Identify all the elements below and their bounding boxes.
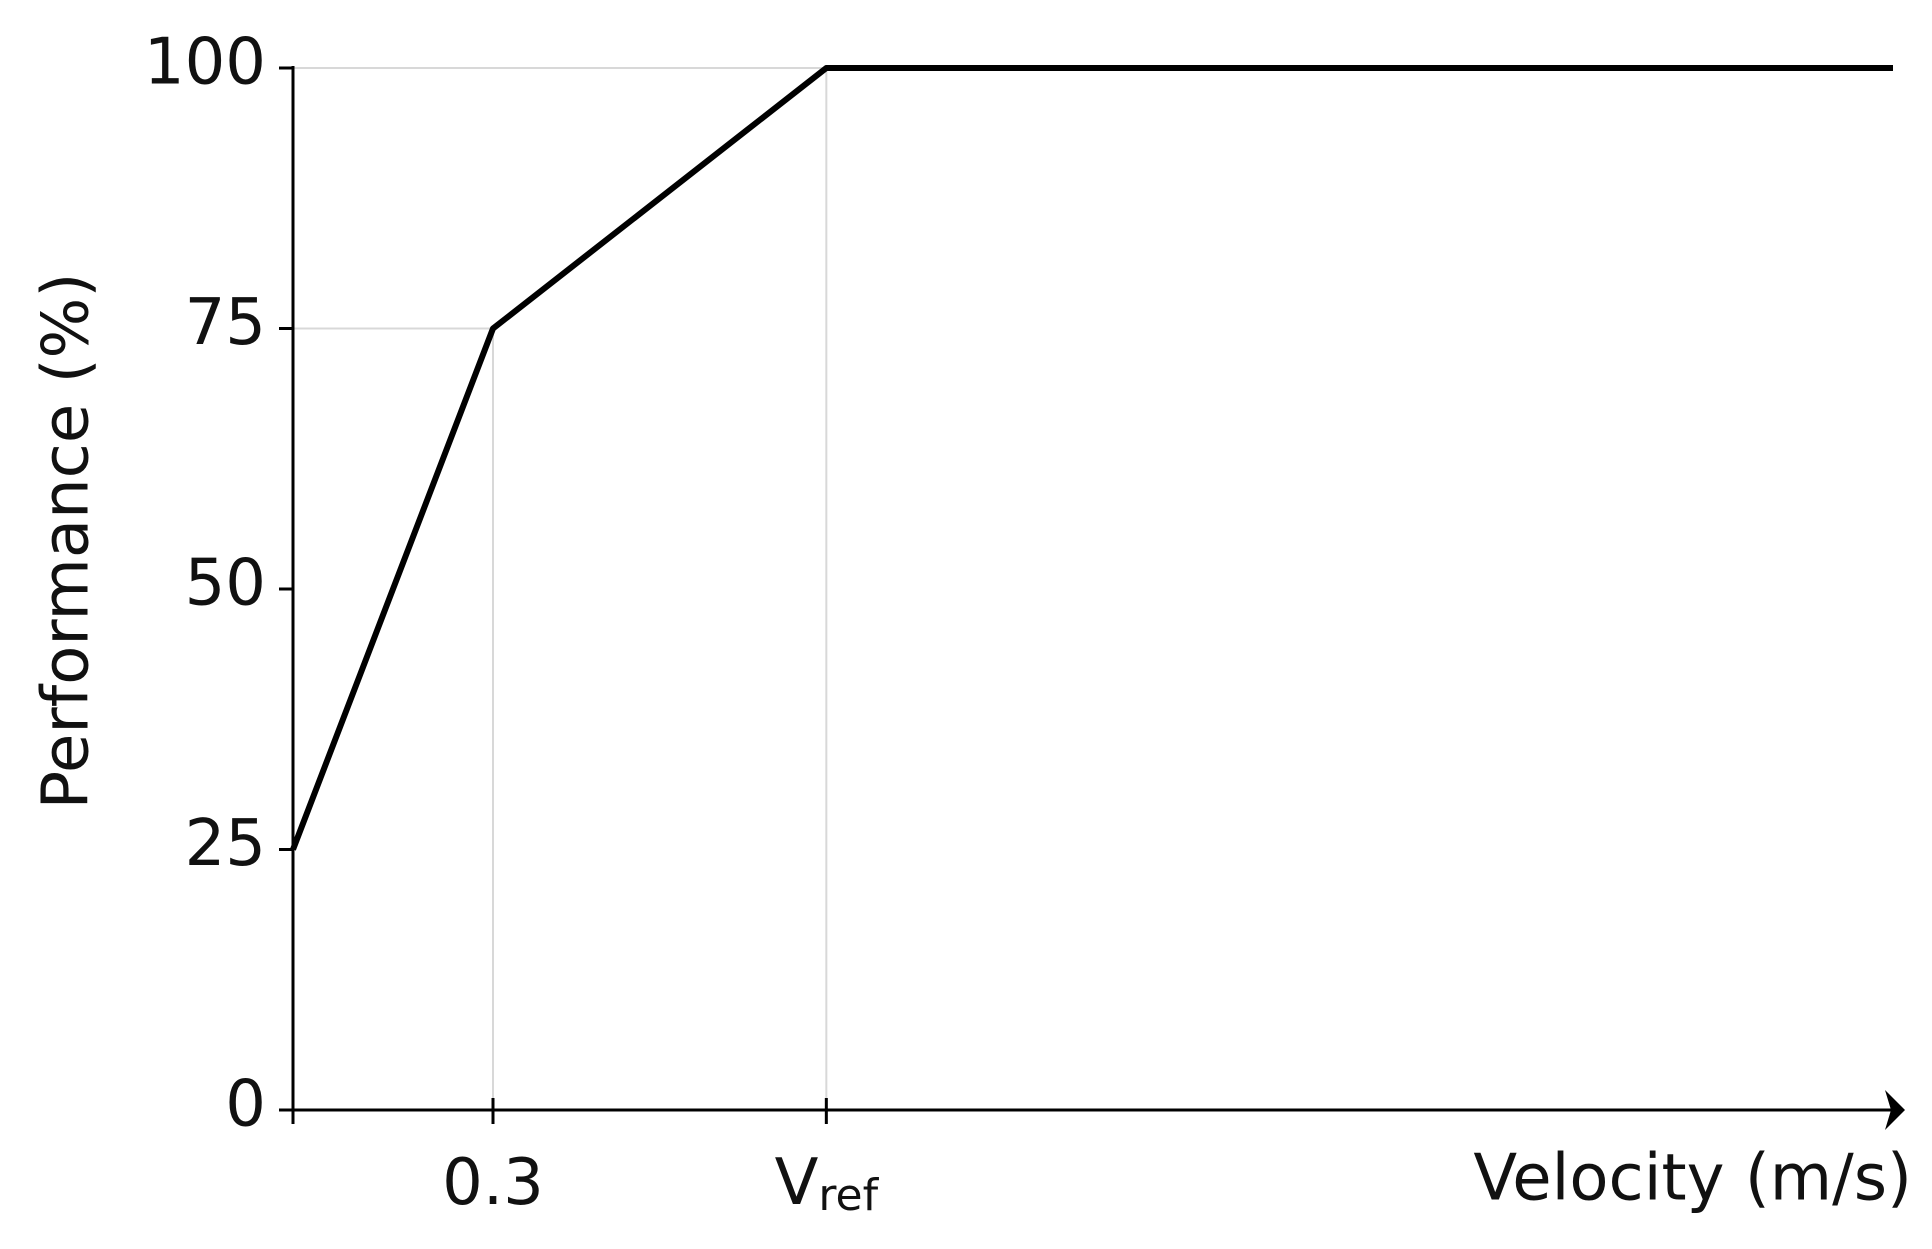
- y-tick-label: 75: [185, 286, 266, 360]
- x-tick-label: Vref: [775, 1146, 880, 1221]
- y-tick-label: 0: [225, 1068, 266, 1142]
- line-series: [290, 65, 1893, 851]
- x-axis-label: Velocity (m/s): [1473, 1142, 1912, 1216]
- y-axis-label: Performance (%): [30, 273, 104, 810]
- x-tick-label-sub: ref: [818, 1170, 879, 1221]
- y-tick-label: 25: [185, 807, 266, 881]
- x-tick-label-main: V: [775, 1146, 819, 1220]
- x-tick-label: 0.3: [442, 1146, 544, 1220]
- y-tick-label: 100: [144, 26, 266, 100]
- x-axis-arrow: [1885, 1090, 1905, 1130]
- y-tick-label: 50: [185, 547, 266, 621]
- x-tick-label-main: 0.3: [442, 1146, 544, 1220]
